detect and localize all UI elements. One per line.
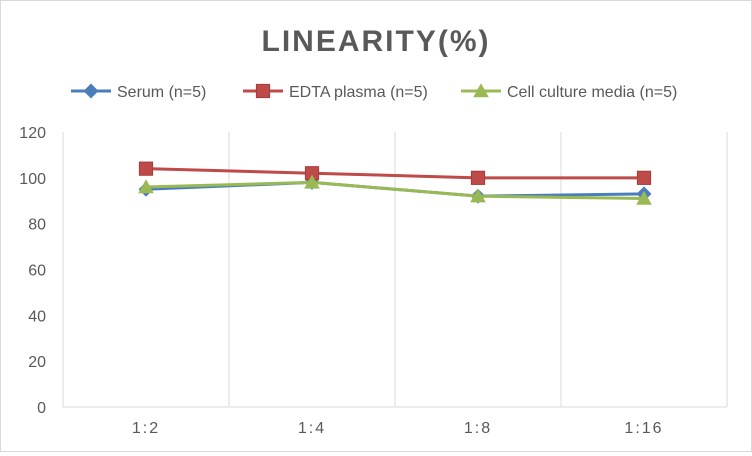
data-point [470, 188, 486, 203]
data-point [138, 161, 154, 176]
data-point [138, 179, 154, 194]
legend-entry: Serum (n=5) [71, 83, 206, 101]
plot-area: 0 20 40 60 80 100 120 1:2 1:4 1:8 1:16 [19, 125, 728, 437]
y-tick-label: 0 [37, 400, 46, 417]
data-point [470, 170, 486, 185]
series [138, 174, 652, 205]
legend-label: EDTA plasma (n=5) [289, 84, 428, 101]
data-point [636, 190, 652, 205]
legend-label: Serum (n=5) [117, 84, 206, 101]
data-point [636, 170, 652, 185]
x-tick-label: 1:2 [132, 420, 160, 437]
data-point [304, 174, 320, 189]
y-tick-label: 100 [19, 171, 46, 188]
x-tick-label: 1:8 [464, 420, 492, 437]
legend-marker [255, 83, 271, 99]
y-tick-label: 120 [19, 125, 46, 142]
legend-entry: EDTA plasma (n=5) [243, 83, 428, 101]
series-line [145, 180, 645, 200]
y-tick-label: 60 [28, 263, 46, 280]
series-line [145, 167, 644, 180]
x-tick-label: 1:4 [298, 420, 326, 437]
legend-marker [83, 83, 99, 99]
legend-entry: Cell culture media (n=5) [461, 83, 677, 101]
legend: Serum (n=5) EDTA plasma (n=5) Cell culture… [71, 83, 677, 101]
y-tick-label: 20 [28, 354, 46, 371]
legend-marker [473, 83, 489, 98]
chart-title: LINEARITY(%) [262, 25, 491, 58]
y-tick-label: 80 [28, 217, 46, 234]
x-tick-label: 1:16 [624, 420, 663, 437]
y-tick-label: 40 [28, 308, 46, 325]
legend-label: Cell culture media (n=5) [507, 84, 677, 101]
